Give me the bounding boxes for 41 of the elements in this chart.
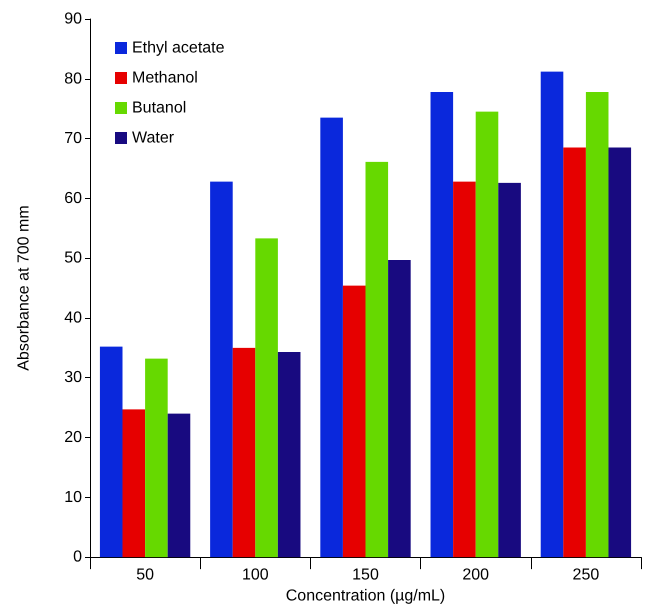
- bar: [122, 409, 146, 558]
- y-tick-label: 0: [73, 548, 82, 566]
- bar: [498, 182, 521, 558]
- bar: [608, 148, 632, 558]
- x-tick-label: 150: [352, 566, 379, 584]
- x-tick-label: 100: [242, 566, 269, 584]
- x-tick-label: 50: [136, 566, 154, 584]
- y-tick-label: 40: [64, 309, 82, 326]
- bar: [320, 118, 343, 558]
- bar: [388, 260, 411, 558]
- legend-label: Butanol: [132, 100, 186, 116]
- bar: [476, 112, 498, 558]
- bar: [366, 162, 388, 558]
- y-tick-label: 70: [64, 130, 82, 148]
- bar: [430, 92, 454, 558]
- bar: [210, 182, 233, 558]
- x-tick-label: 250: [572, 566, 600, 584]
- y-axis-title: Absorbance at 700 mm: [16, 205, 32, 371]
- x-axis-title: Concentration (µg/mL): [286, 588, 446, 604]
- bar: [278, 352, 300, 558]
- y-tick-label: 50: [64, 250, 82, 267]
- y-tick-label: 80: [64, 70, 82, 88]
- x-tick-label: 200: [462, 566, 490, 584]
- bar: [255, 238, 278, 558]
- y-tick-label: 30: [64, 369, 82, 386]
- bar: [342, 286, 366, 558]
- bar: [168, 414, 190, 558]
- bar: [145, 358, 168, 558]
- bar: [453, 182, 476, 558]
- legend-label: Water: [132, 130, 175, 146]
- bar: [100, 346, 123, 558]
- y-tick-label: 10: [64, 488, 82, 506]
- legend-label: Ethyl acetate: [132, 40, 225, 56]
- bar: [563, 148, 586, 558]
- y-tick-label: 60: [64, 190, 82, 207]
- y-tick-label: 90: [64, 10, 82, 28]
- bar: [586, 92, 608, 558]
- legend-label: Methanol: [132, 70, 198, 86]
- bar: [540, 72, 564, 558]
- bar: [232, 348, 256, 558]
- y-tick-label: 20: [64, 429, 82, 446]
